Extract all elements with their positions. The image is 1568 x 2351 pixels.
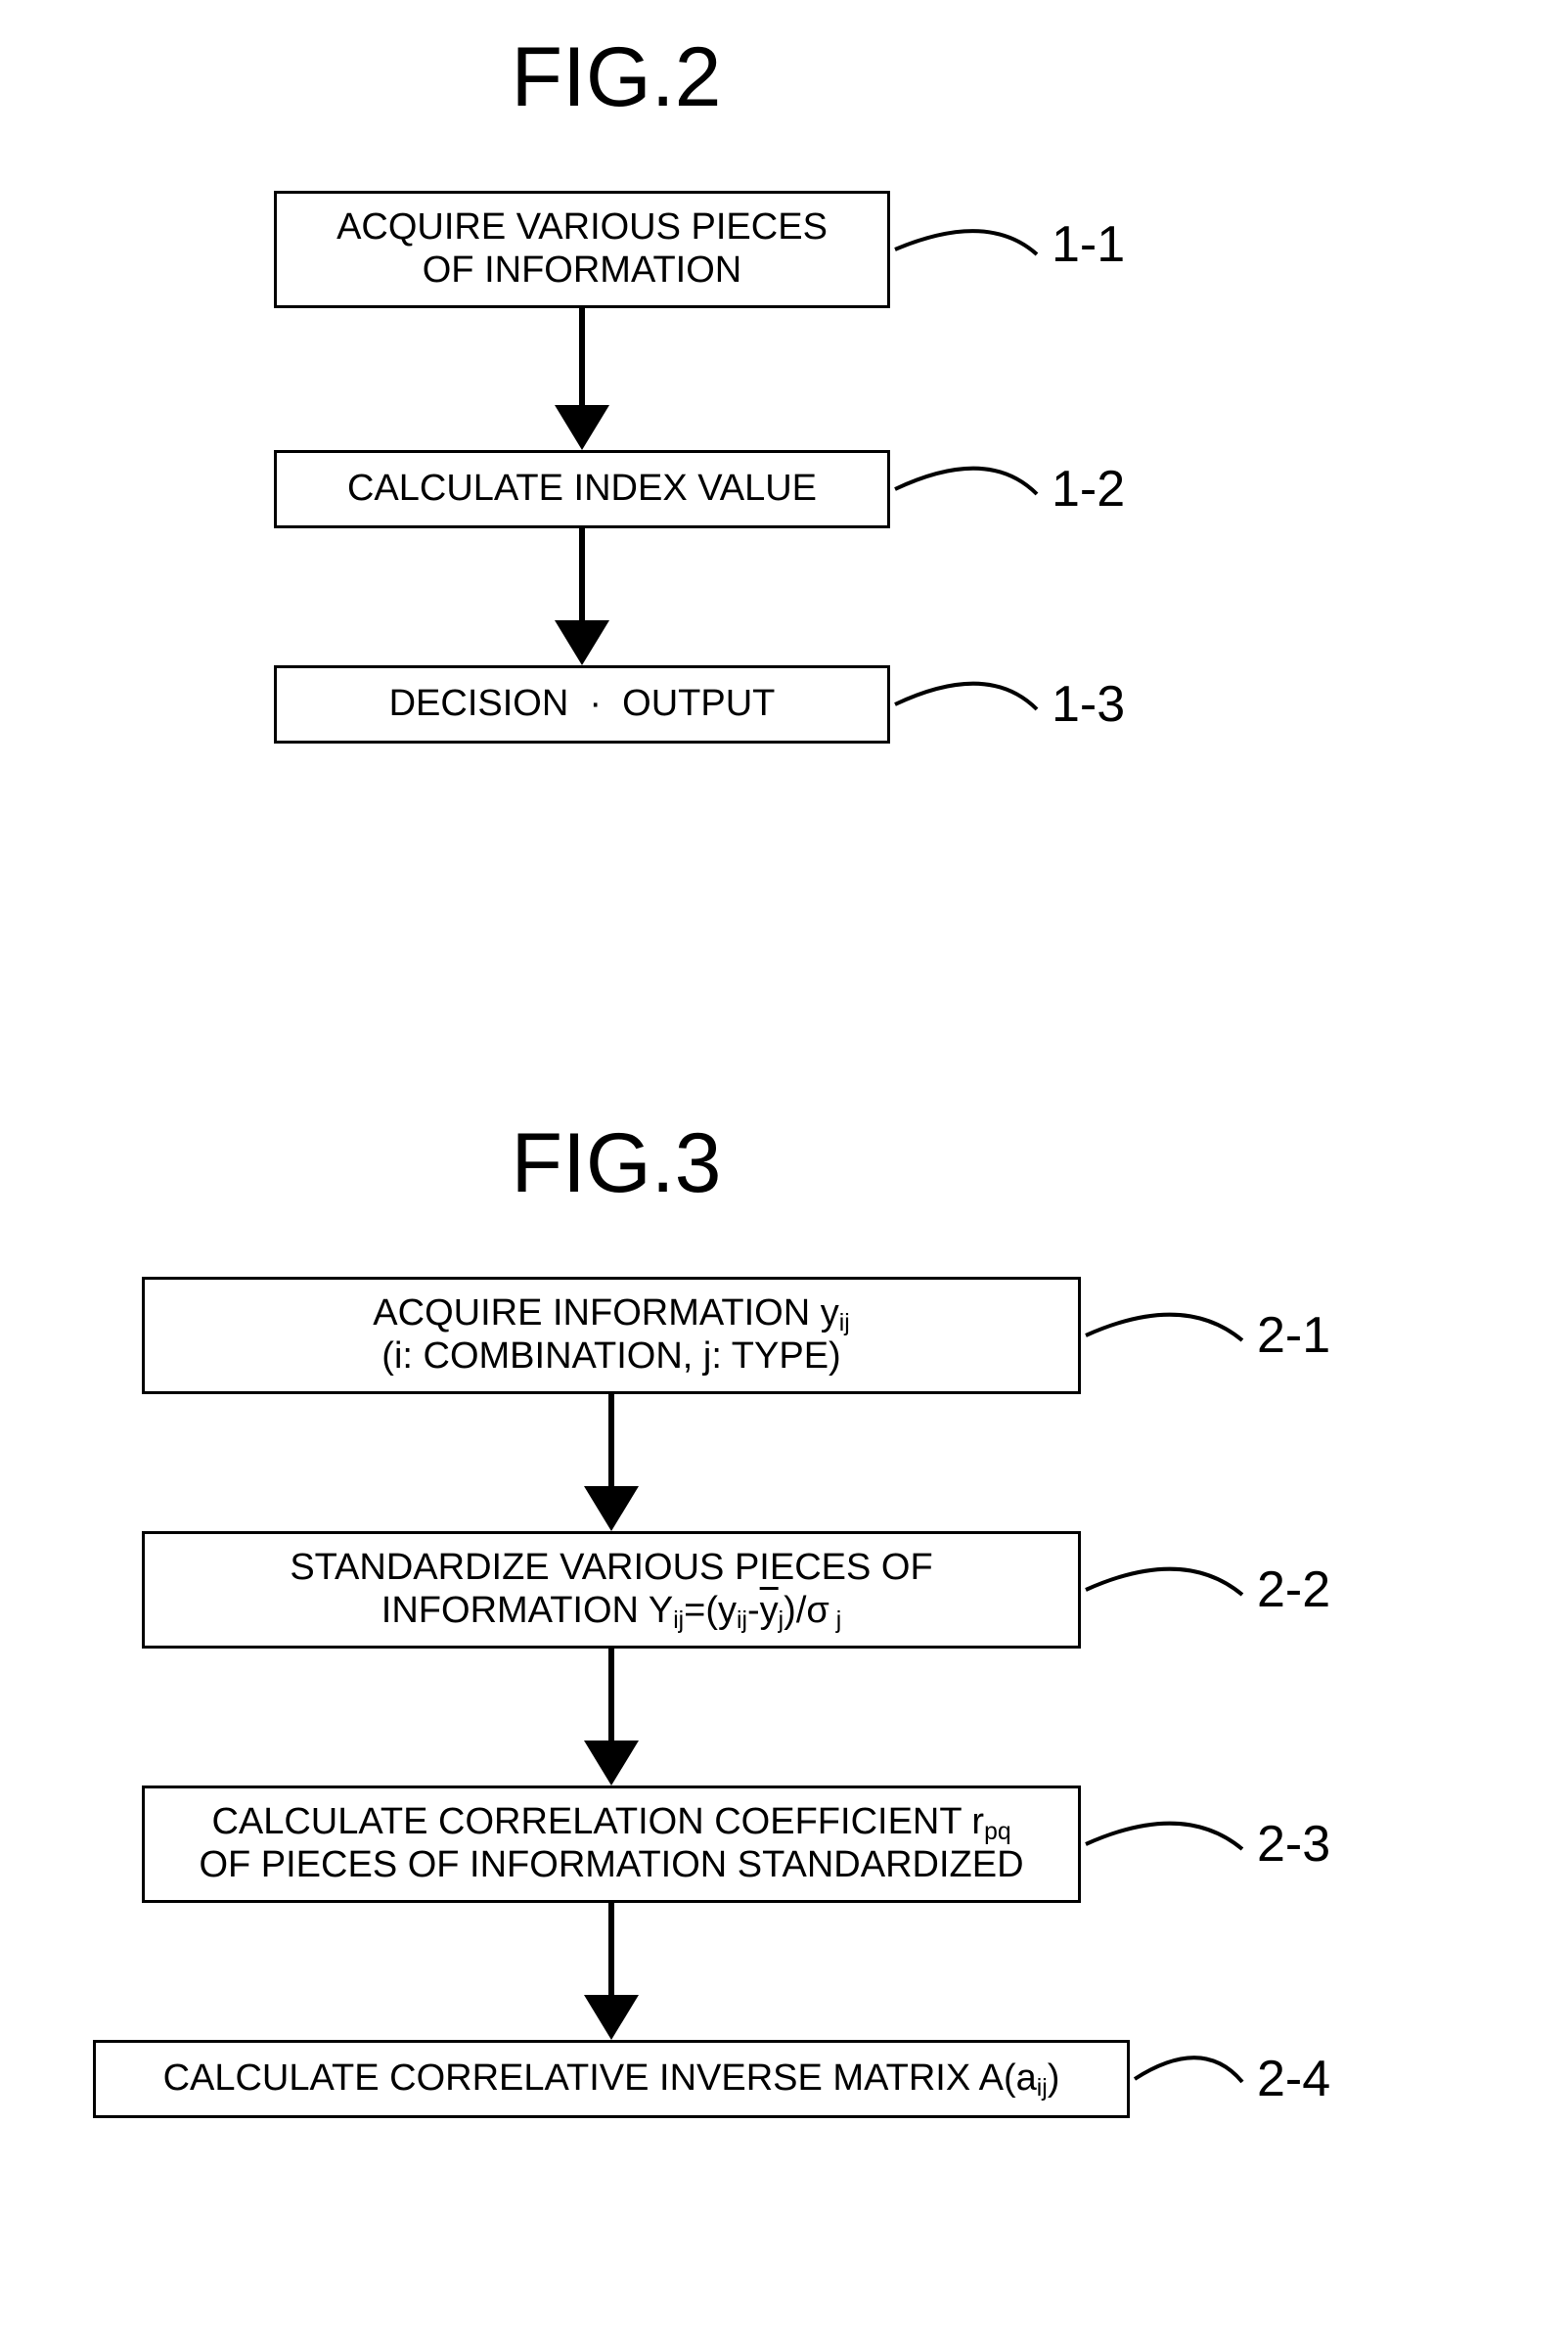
fig3-arrow-2-shaft (608, 1649, 614, 1741)
fig3-arrow-3-head (584, 1995, 639, 2040)
page: FIG.2 ACQUIRE VARIOUS PIECES OF INFORMAT… (0, 0, 1568, 2351)
fig3-connector-4 (0, 0, 1568, 2351)
fig3-arrow-1-head (584, 1486, 639, 1531)
fig3-arrow-3-shaft (608, 1903, 614, 1995)
fig3-arrow-1-shaft (608, 1394, 614, 1486)
fig3-arrow-2-head (584, 1741, 639, 1786)
